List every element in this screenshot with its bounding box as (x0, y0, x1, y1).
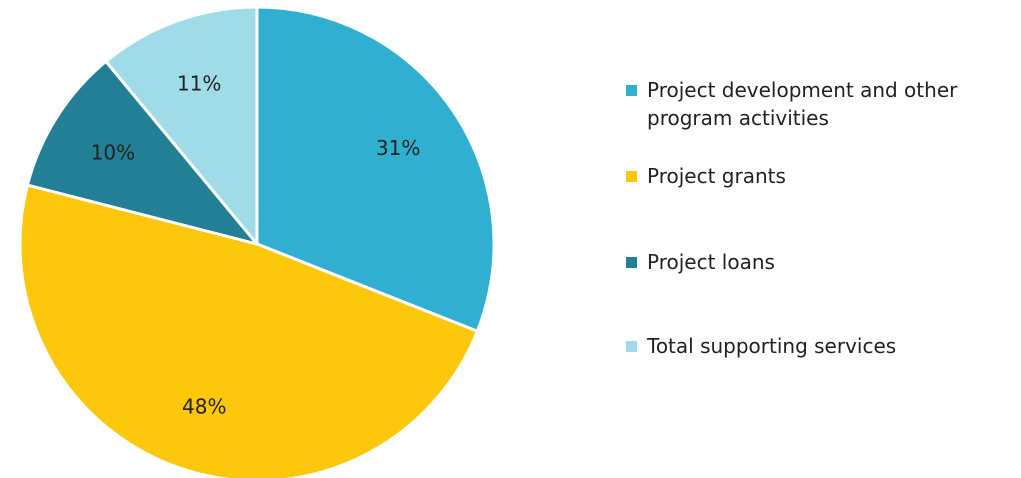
legend-label: Total supporting services (647, 334, 897, 358)
legend-label: Project loans (647, 250, 775, 274)
pie-slice-project-loans (25, 59, 259, 246)
data-label: 31% (376, 136, 420, 160)
legend-item-total-supporting-services: Total supporting services (626, 332, 997, 360)
pie-slice-total-supporting-services (104, 5, 259, 246)
pie-slice-project-development-and-other-program-activities (255, 5, 496, 333)
legend-swatch (626, 171, 637, 182)
pie-chart: 31% 48% 10% 11% (18, 5, 496, 478)
pie-slices (18, 5, 496, 478)
legend-swatch (626, 85, 637, 96)
legend-swatch (626, 341, 637, 352)
data-label: 10% (91, 141, 135, 165)
pie-data-labels: 31% 48% 10% 11% (91, 71, 421, 418)
legend-item-project-grants: Project grants (626, 162, 997, 190)
data-label: 48% (182, 394, 226, 418)
legend-item-project-development: Project development and other program ac… (626, 76, 997, 132)
legend-swatch (626, 257, 637, 268)
legend-label: Project development and other program ac… (647, 78, 958, 130)
legend-label: Project grants (647, 164, 786, 188)
pie-slice-project-grants (18, 183, 479, 478)
legend-item-project-loans: Project loans (626, 248, 997, 276)
data-label: 11% (177, 71, 221, 95)
